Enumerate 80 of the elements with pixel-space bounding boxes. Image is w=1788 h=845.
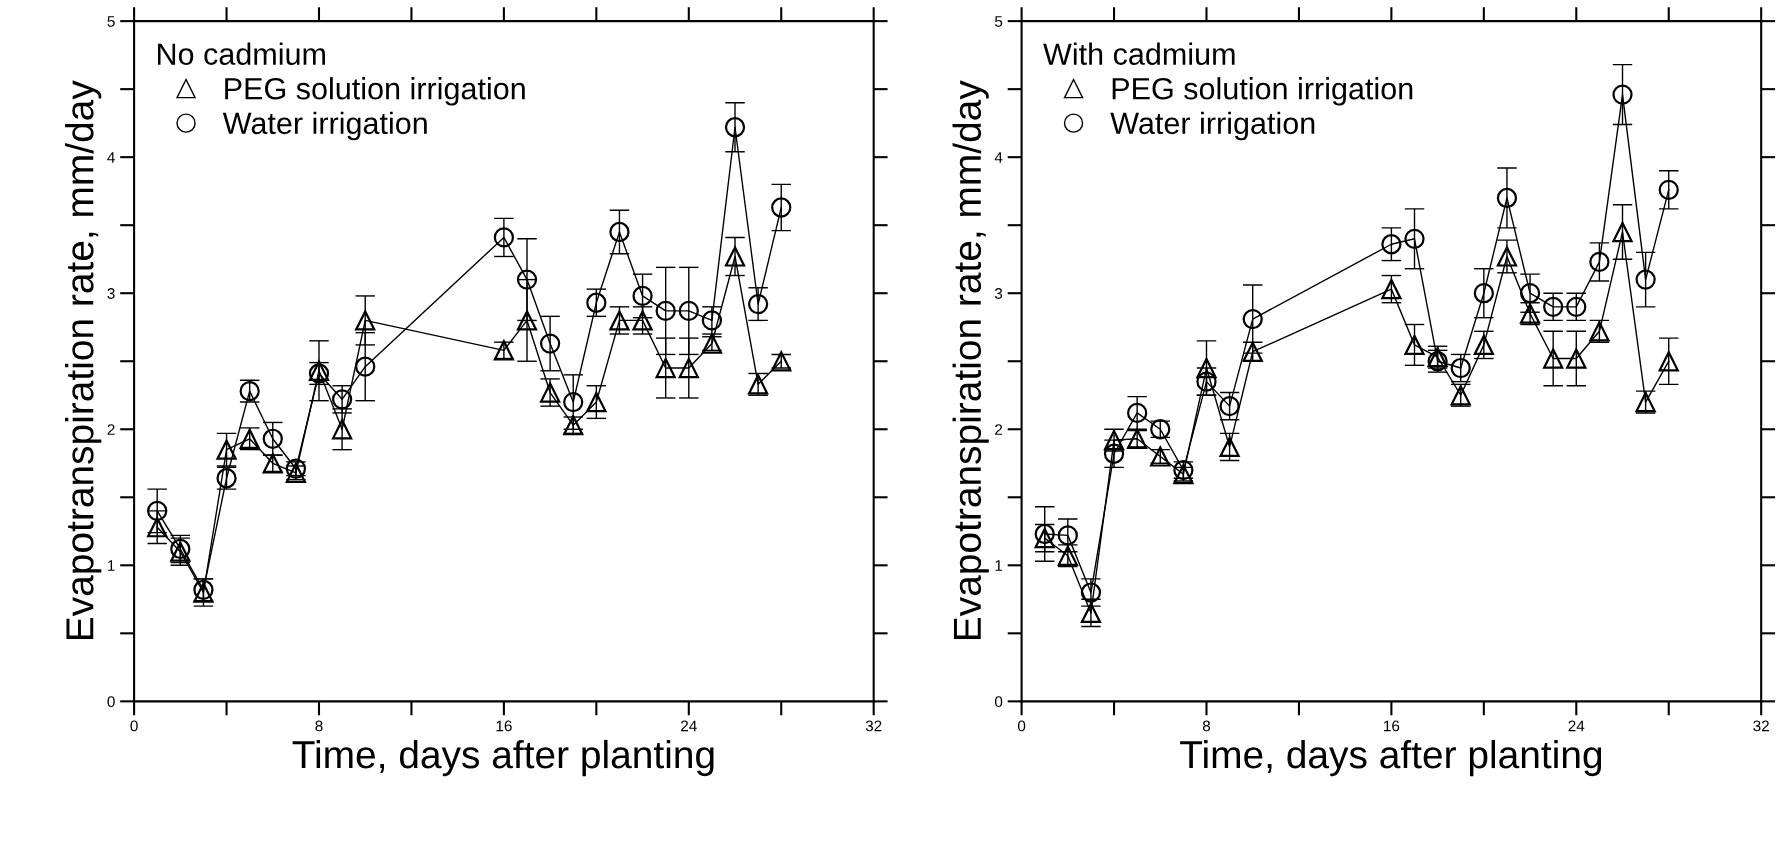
x-tick-label: 32 [1753,720,1769,732]
point [724,246,746,267]
x-tick-label: 32 [865,720,882,732]
x-axis-title: Time, days after planting [1180,739,1602,777]
y-tick-label: 2 [107,424,115,435]
x-tick-label: 8 [315,720,323,732]
point [586,292,607,313]
point [586,391,607,413]
point [1658,351,1679,372]
y-tick-label: 5 [107,16,115,27]
point [147,517,168,538]
legend-title: No cadmium [158,42,325,65]
point [1496,187,1518,209]
x-tick-label: 0 [1017,720,1026,732]
x-tick-label: 8 [1202,720,1211,732]
x-tick-label: 16 [1384,720,1400,732]
y-axis-title: Evapotranspiration rate, mm/day [952,80,989,640]
y-axis-title: Evapotranspiration rate, mm/day [65,80,102,640]
x-tick-label: 24 [681,720,697,732]
x-tick-label: 16 [496,720,512,732]
point [1519,283,1541,304]
x-axis-title: Time, days after planting [292,739,714,777]
legend-label: PEG solution irrigation [1112,77,1413,106]
point [771,197,792,218]
point [678,300,699,322]
point [632,285,653,307]
point [1566,348,1587,369]
point [1127,402,1148,424]
point [747,293,769,315]
point [1612,221,1633,243]
legend-label: Water irrigation [1110,111,1315,141]
point [1658,179,1679,200]
point [1404,228,1425,249]
point [216,439,237,460]
point [1566,296,1587,317]
y-tick-label: 3 [107,288,115,299]
x-tick-label: 0 [130,720,138,732]
y-tick-label: 2 [995,424,1003,435]
point [1635,269,1656,290]
y-tick-label: 1 [995,560,1003,571]
point [1381,279,1402,300]
x-tick-label: 24 [1568,720,1585,732]
legend-title: With cadmium [1043,42,1235,65]
legend-label: Water irrigation [222,111,427,141]
point [655,357,676,379]
legend-label: PEG solution irrigation [225,77,525,106]
point [609,221,630,243]
point [655,300,676,322]
point [1496,246,1518,267]
point [1103,443,1125,464]
point [539,333,561,354]
y-tick-label: 3 [994,288,1003,299]
point [678,357,699,379]
y-tick-label: 0 [994,696,1003,708]
y-tick-label: 4 [994,152,1003,163]
point [355,356,376,377]
y-tick-label: 4 [107,152,115,163]
point [147,500,168,522]
point [493,227,515,248]
point [1381,234,1402,255]
y-tick-label: 0 [107,696,115,708]
point [1543,348,1564,369]
point [1242,308,1263,330]
point [1057,525,1078,546]
point [516,269,538,290]
point [701,310,723,331]
point [331,419,353,440]
point [355,310,376,331]
y-tick-label: 5 [994,16,1003,27]
point [724,117,746,138]
point [262,428,283,449]
y-tick-label: 1 [108,560,115,571]
point [1612,84,1633,105]
point [1543,296,1564,317]
point [1589,251,1610,273]
point [1473,283,1494,304]
point [516,310,538,331]
point [563,391,584,413]
point [1196,357,1217,379]
point [1404,334,1425,356]
